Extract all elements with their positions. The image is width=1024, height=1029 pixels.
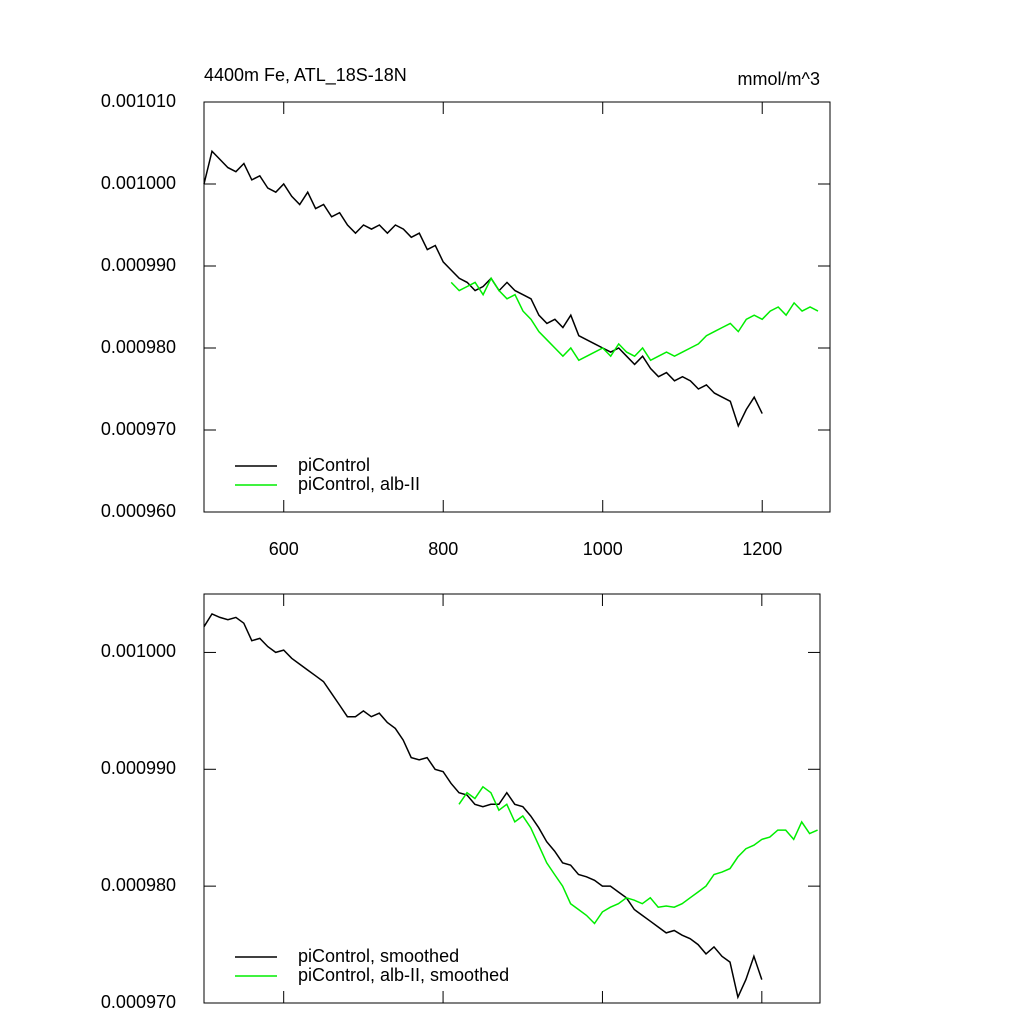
- plot-frame: [203, 101, 831, 513]
- plot-frame: [203, 593, 821, 1004]
- x-tick-label: 1200: [742, 539, 782, 559]
- y-tick-label: 0.001000: [101, 173, 176, 193]
- y-tick-label: 0.000960: [101, 501, 176, 521]
- chart-title: 4400m Fe, ATL_18S-18N: [204, 65, 407, 86]
- data-line: [203, 149, 763, 428]
- legend-label: piControl, alb-II, smoothed: [298, 965, 509, 985]
- y-tick-label: 0.000980: [101, 337, 176, 357]
- y-tick-label: 0.000980: [101, 875, 176, 895]
- y-tick-label: 0.001000: [101, 641, 176, 661]
- data-line: [203, 612, 763, 1000]
- x-tick-label: 600: [269, 539, 299, 559]
- y-tick-label: 0.000970: [101, 992, 176, 1012]
- y-tick-label: 0.000990: [101, 255, 176, 275]
- y-tick-label: 0.000990: [101, 758, 176, 778]
- y-tick-label: 0.001010: [101, 91, 176, 111]
- x-tick-label: 1000: [583, 539, 623, 559]
- data-line: [458, 785, 818, 925]
- units-label: mmol/m^3: [738, 69, 820, 89]
- legend-label: piControl: [298, 455, 370, 475]
- data-line: [450, 276, 819, 362]
- legend-label: piControl, smoothed: [298, 946, 459, 966]
- x-tick-label: 800: [428, 539, 458, 559]
- y-tick-label: 0.000970: [101, 419, 176, 439]
- legend-label: piControl, alb-II: [298, 474, 420, 494]
